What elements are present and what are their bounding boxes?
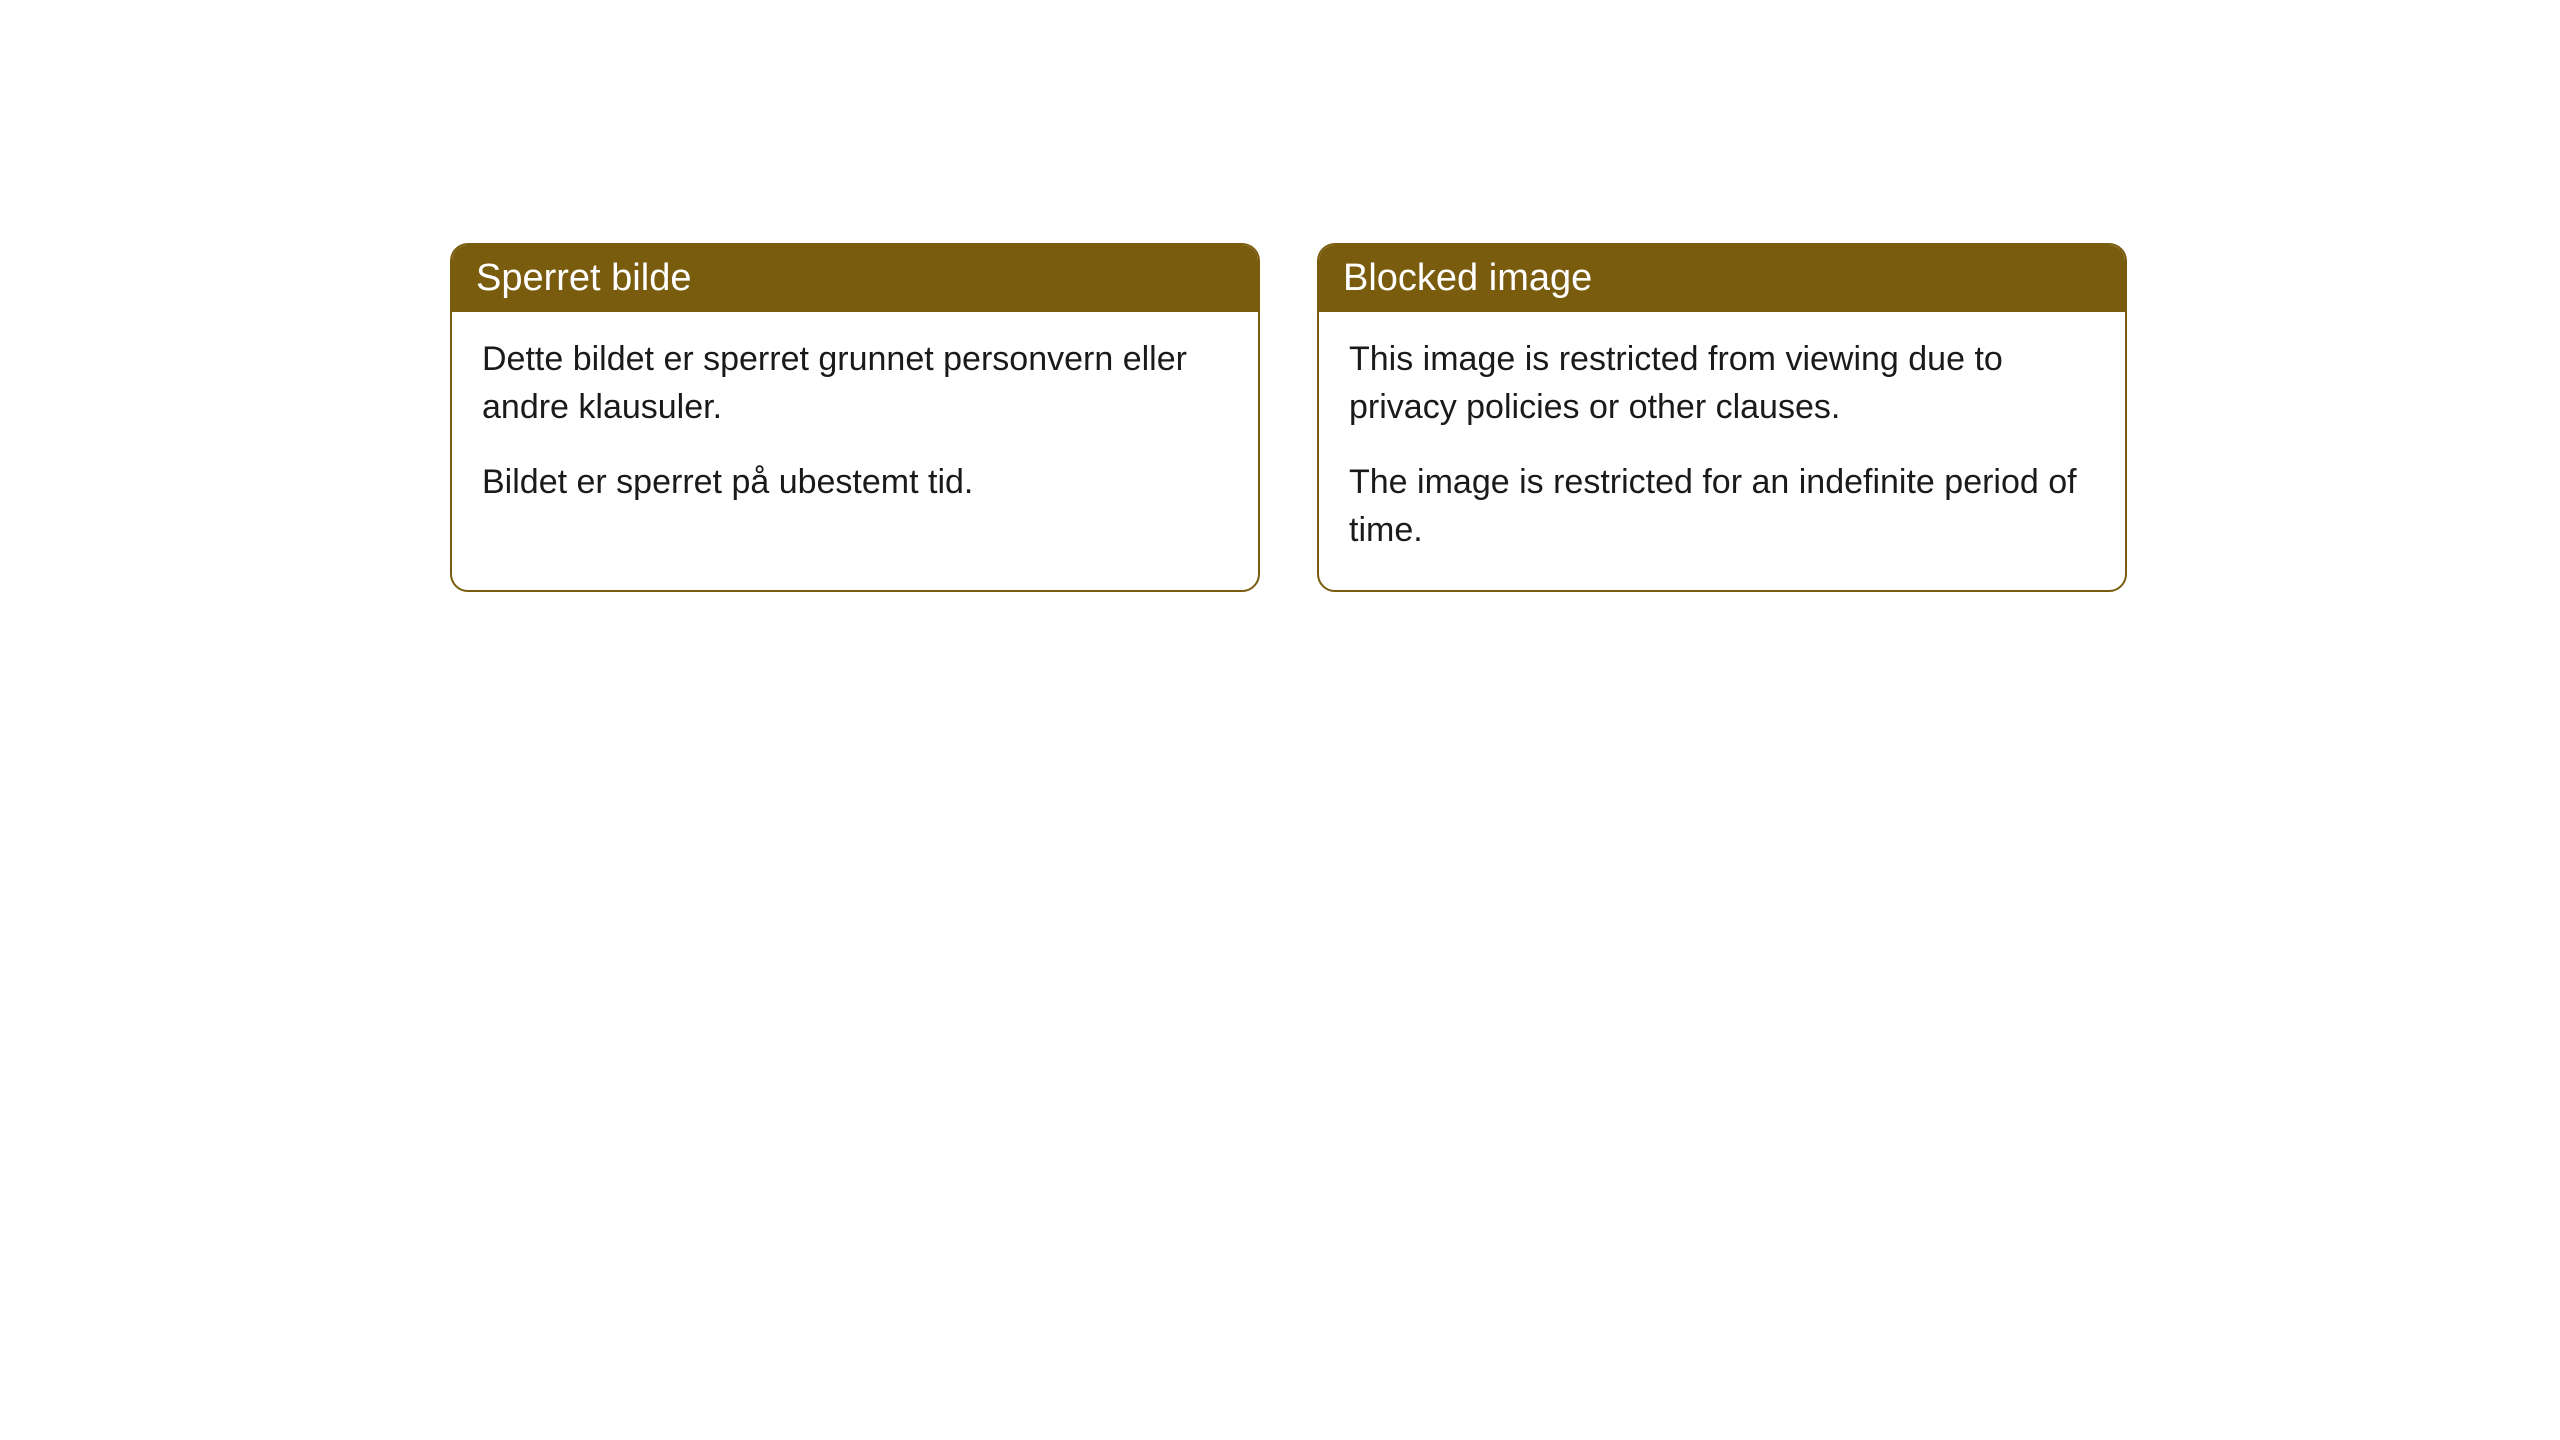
- card-title: Sperret bilde: [476, 257, 691, 299]
- card-paragraph: Bildet er sperret på ubestemt tid.: [482, 459, 1228, 507]
- notice-container: Sperret bilde Dette bildet er sperret gr…: [0, 0, 2560, 592]
- card-body: Dette bildet er sperret grunnet personve…: [452, 312, 1258, 543]
- notice-card-english: Blocked image This image is restricted f…: [1317, 243, 2127, 592]
- card-title: Blocked image: [1343, 257, 1592, 299]
- card-paragraph: This image is restricted from viewing du…: [1349, 336, 2095, 431]
- notice-card-norwegian: Sperret bilde Dette bildet er sperret gr…: [450, 243, 1260, 592]
- card-paragraph: Dette bildet er sperret grunnet personve…: [482, 336, 1228, 431]
- card-header: Sperret bilde: [452, 245, 1258, 312]
- card-body: This image is restricted from viewing du…: [1319, 312, 2125, 590]
- card-paragraph: The image is restricted for an indefinit…: [1349, 459, 2095, 554]
- card-header: Blocked image: [1319, 245, 2125, 312]
